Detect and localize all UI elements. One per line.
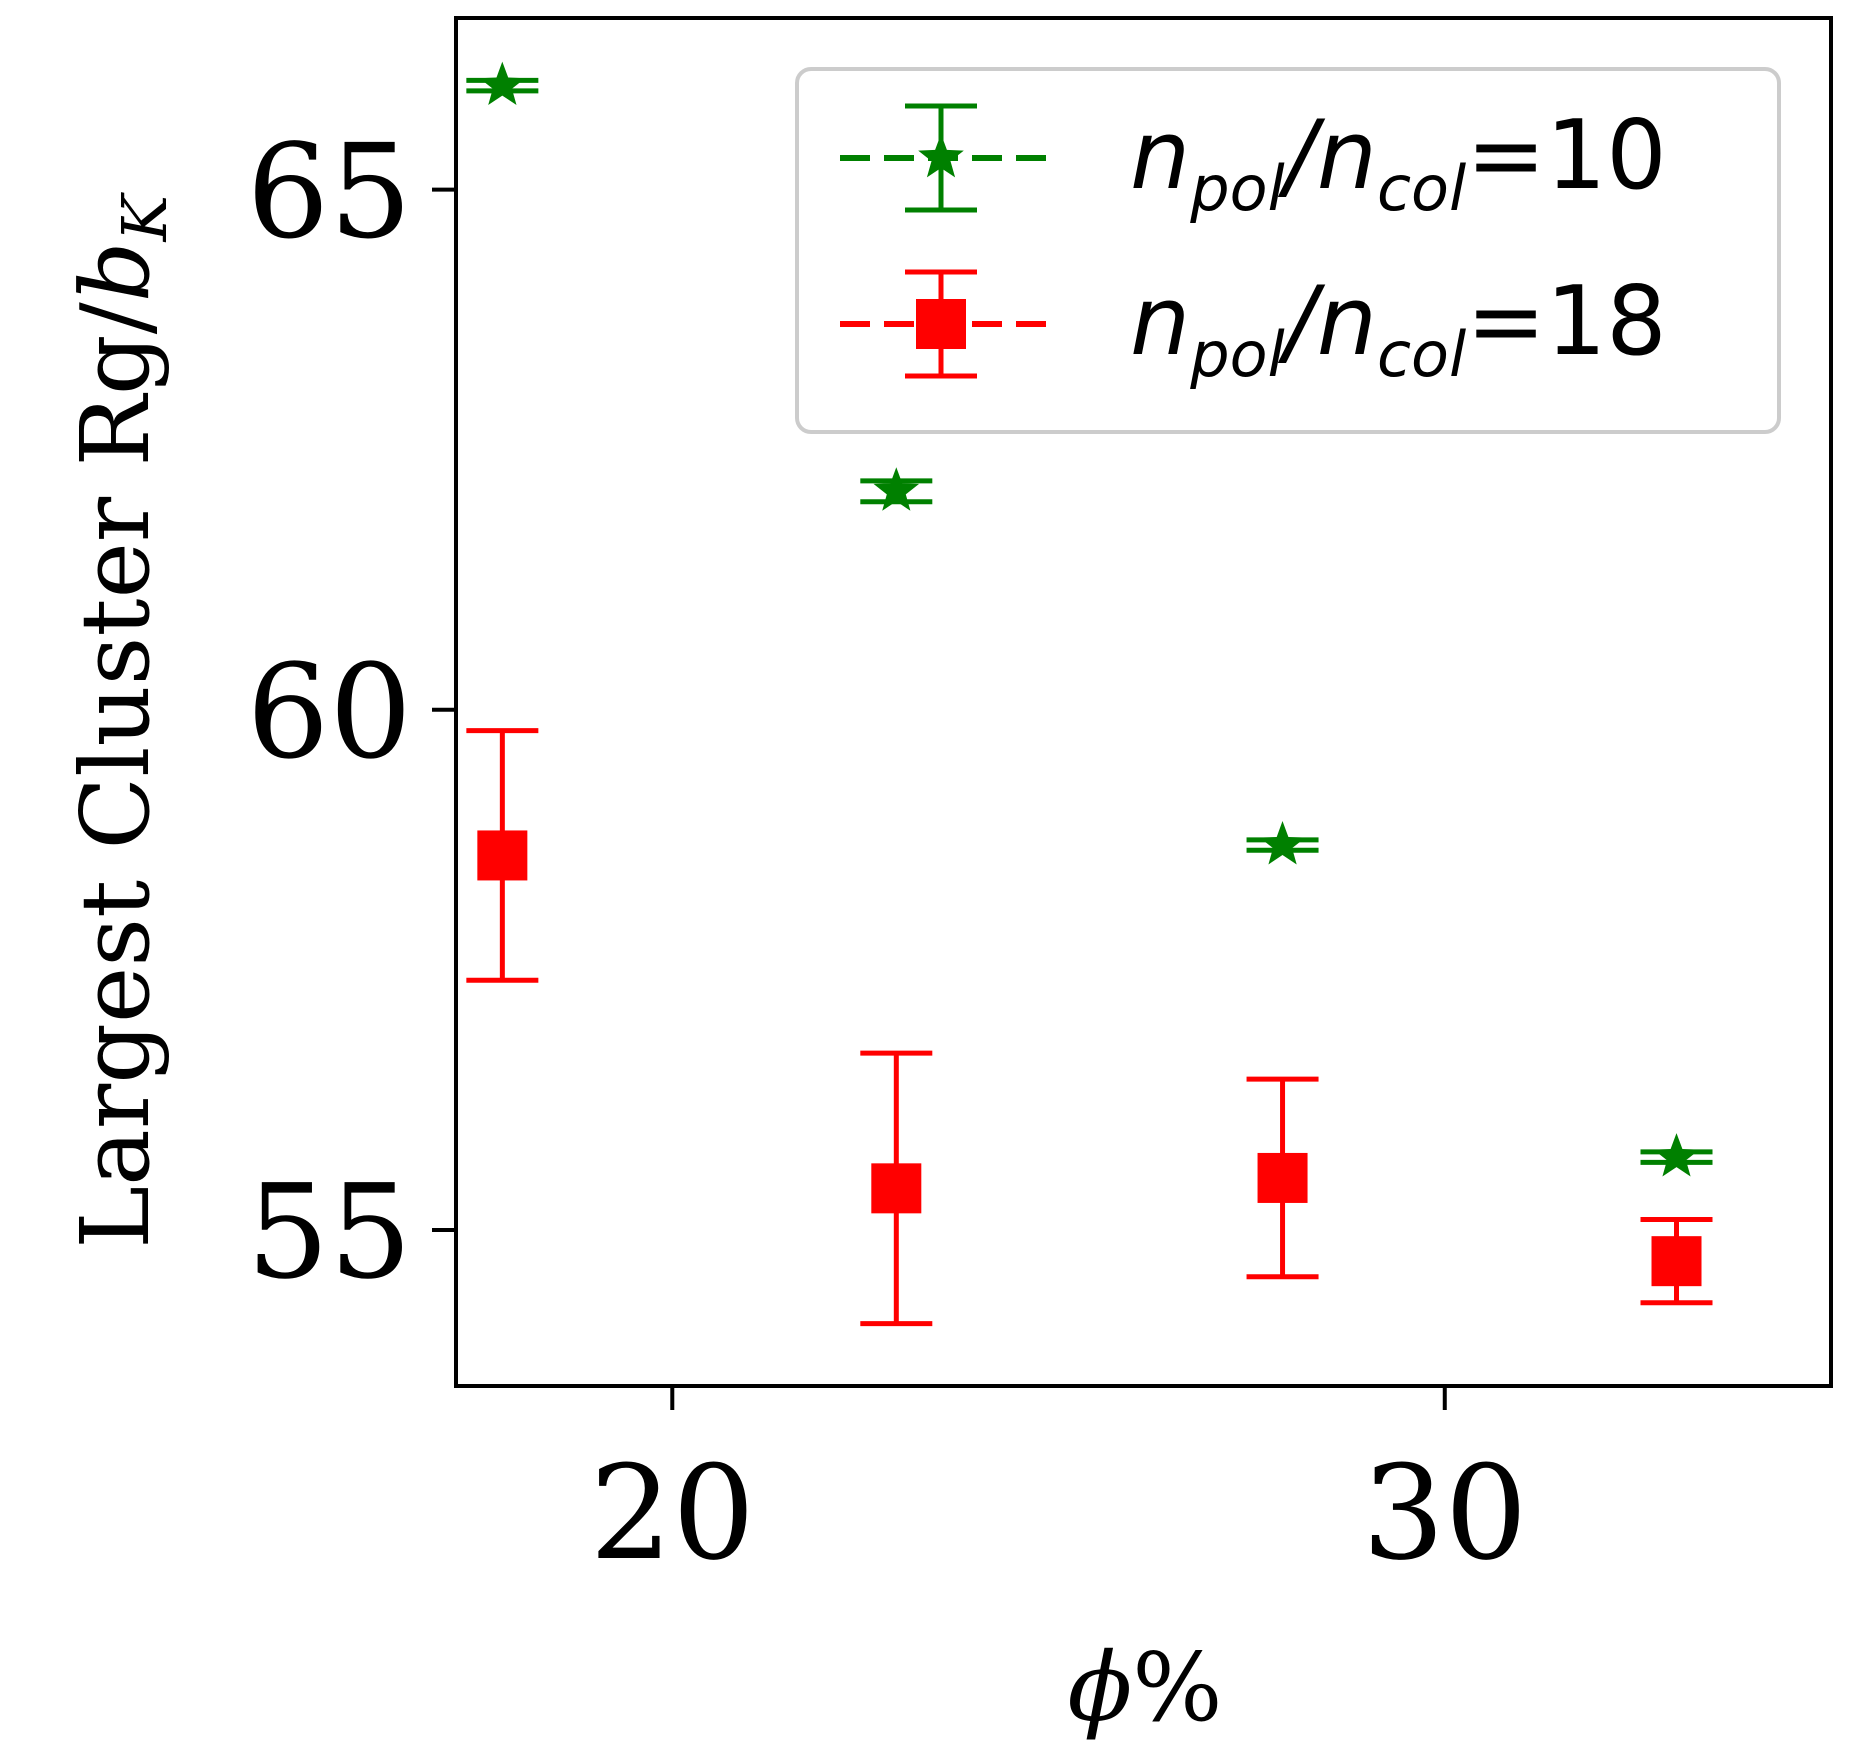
y-tick-label-60: 60 xyxy=(247,636,412,788)
legend-label-part: n xyxy=(1130,267,1190,377)
data-point xyxy=(1259,821,1306,865)
legend-label-part: n xyxy=(1317,267,1377,377)
data-point xyxy=(1651,1236,1702,1287)
legend-label-part: pol xyxy=(1189,152,1285,225)
data-point xyxy=(1257,1152,1308,1203)
legend-entry-1: npol/ncol=10 xyxy=(840,101,1667,225)
y-axis-label-text: Largest Cluster Rg/ xyxy=(61,302,171,1249)
legend-marker xyxy=(916,299,966,349)
data-point xyxy=(873,467,920,511)
y-tick-label-65: 65 xyxy=(247,116,412,268)
plot-marks xyxy=(466,61,1713,1327)
legend-label-part: col xyxy=(1377,318,1466,391)
series-2 xyxy=(466,728,1713,1327)
legend-label-part: pol xyxy=(1189,318,1285,391)
data-point xyxy=(1653,1133,1700,1177)
legend-label-part: =18 xyxy=(1466,267,1666,377)
legend-label-part: n xyxy=(1130,101,1190,211)
legend-label-part: col xyxy=(1377,152,1466,225)
x-axis-label: ϕ% xyxy=(1067,1633,1222,1741)
x-tick-label-20: 20 xyxy=(590,1437,755,1589)
x-tick-label-30: 30 xyxy=(1362,1437,1527,1589)
legend-label-part: =10 xyxy=(1466,101,1666,211)
x-axis-label-unit: % xyxy=(1132,1633,1222,1741)
legend-label: npol/ncol=18 xyxy=(1130,267,1667,391)
x-axis-label-symbol: ϕ xyxy=(1067,1633,1132,1741)
series-1 xyxy=(466,61,1713,1177)
legend-marker xyxy=(918,134,964,178)
legend: npol/ncol=10 npol/ncol=18 xyxy=(795,67,1781,434)
legend-entry-2: npol/ncol=18 xyxy=(840,267,1667,391)
legend-label: npol/ncol=10 xyxy=(1130,101,1667,225)
y-axis-label: Largest Cluster Rg/bK xyxy=(61,191,181,1249)
data-point xyxy=(871,1163,922,1214)
axes-frame xyxy=(454,16,1833,1388)
data-point xyxy=(477,830,528,881)
y-tick-label-55: 55 xyxy=(247,1156,412,1308)
data-point xyxy=(479,61,526,105)
legend-label-part: n xyxy=(1317,101,1377,211)
ticks: 20 30 55 60 65 xyxy=(247,116,1528,1589)
y-axis-label-sub: K xyxy=(108,191,181,242)
y-axis-label-symbol: b xyxy=(61,241,171,302)
